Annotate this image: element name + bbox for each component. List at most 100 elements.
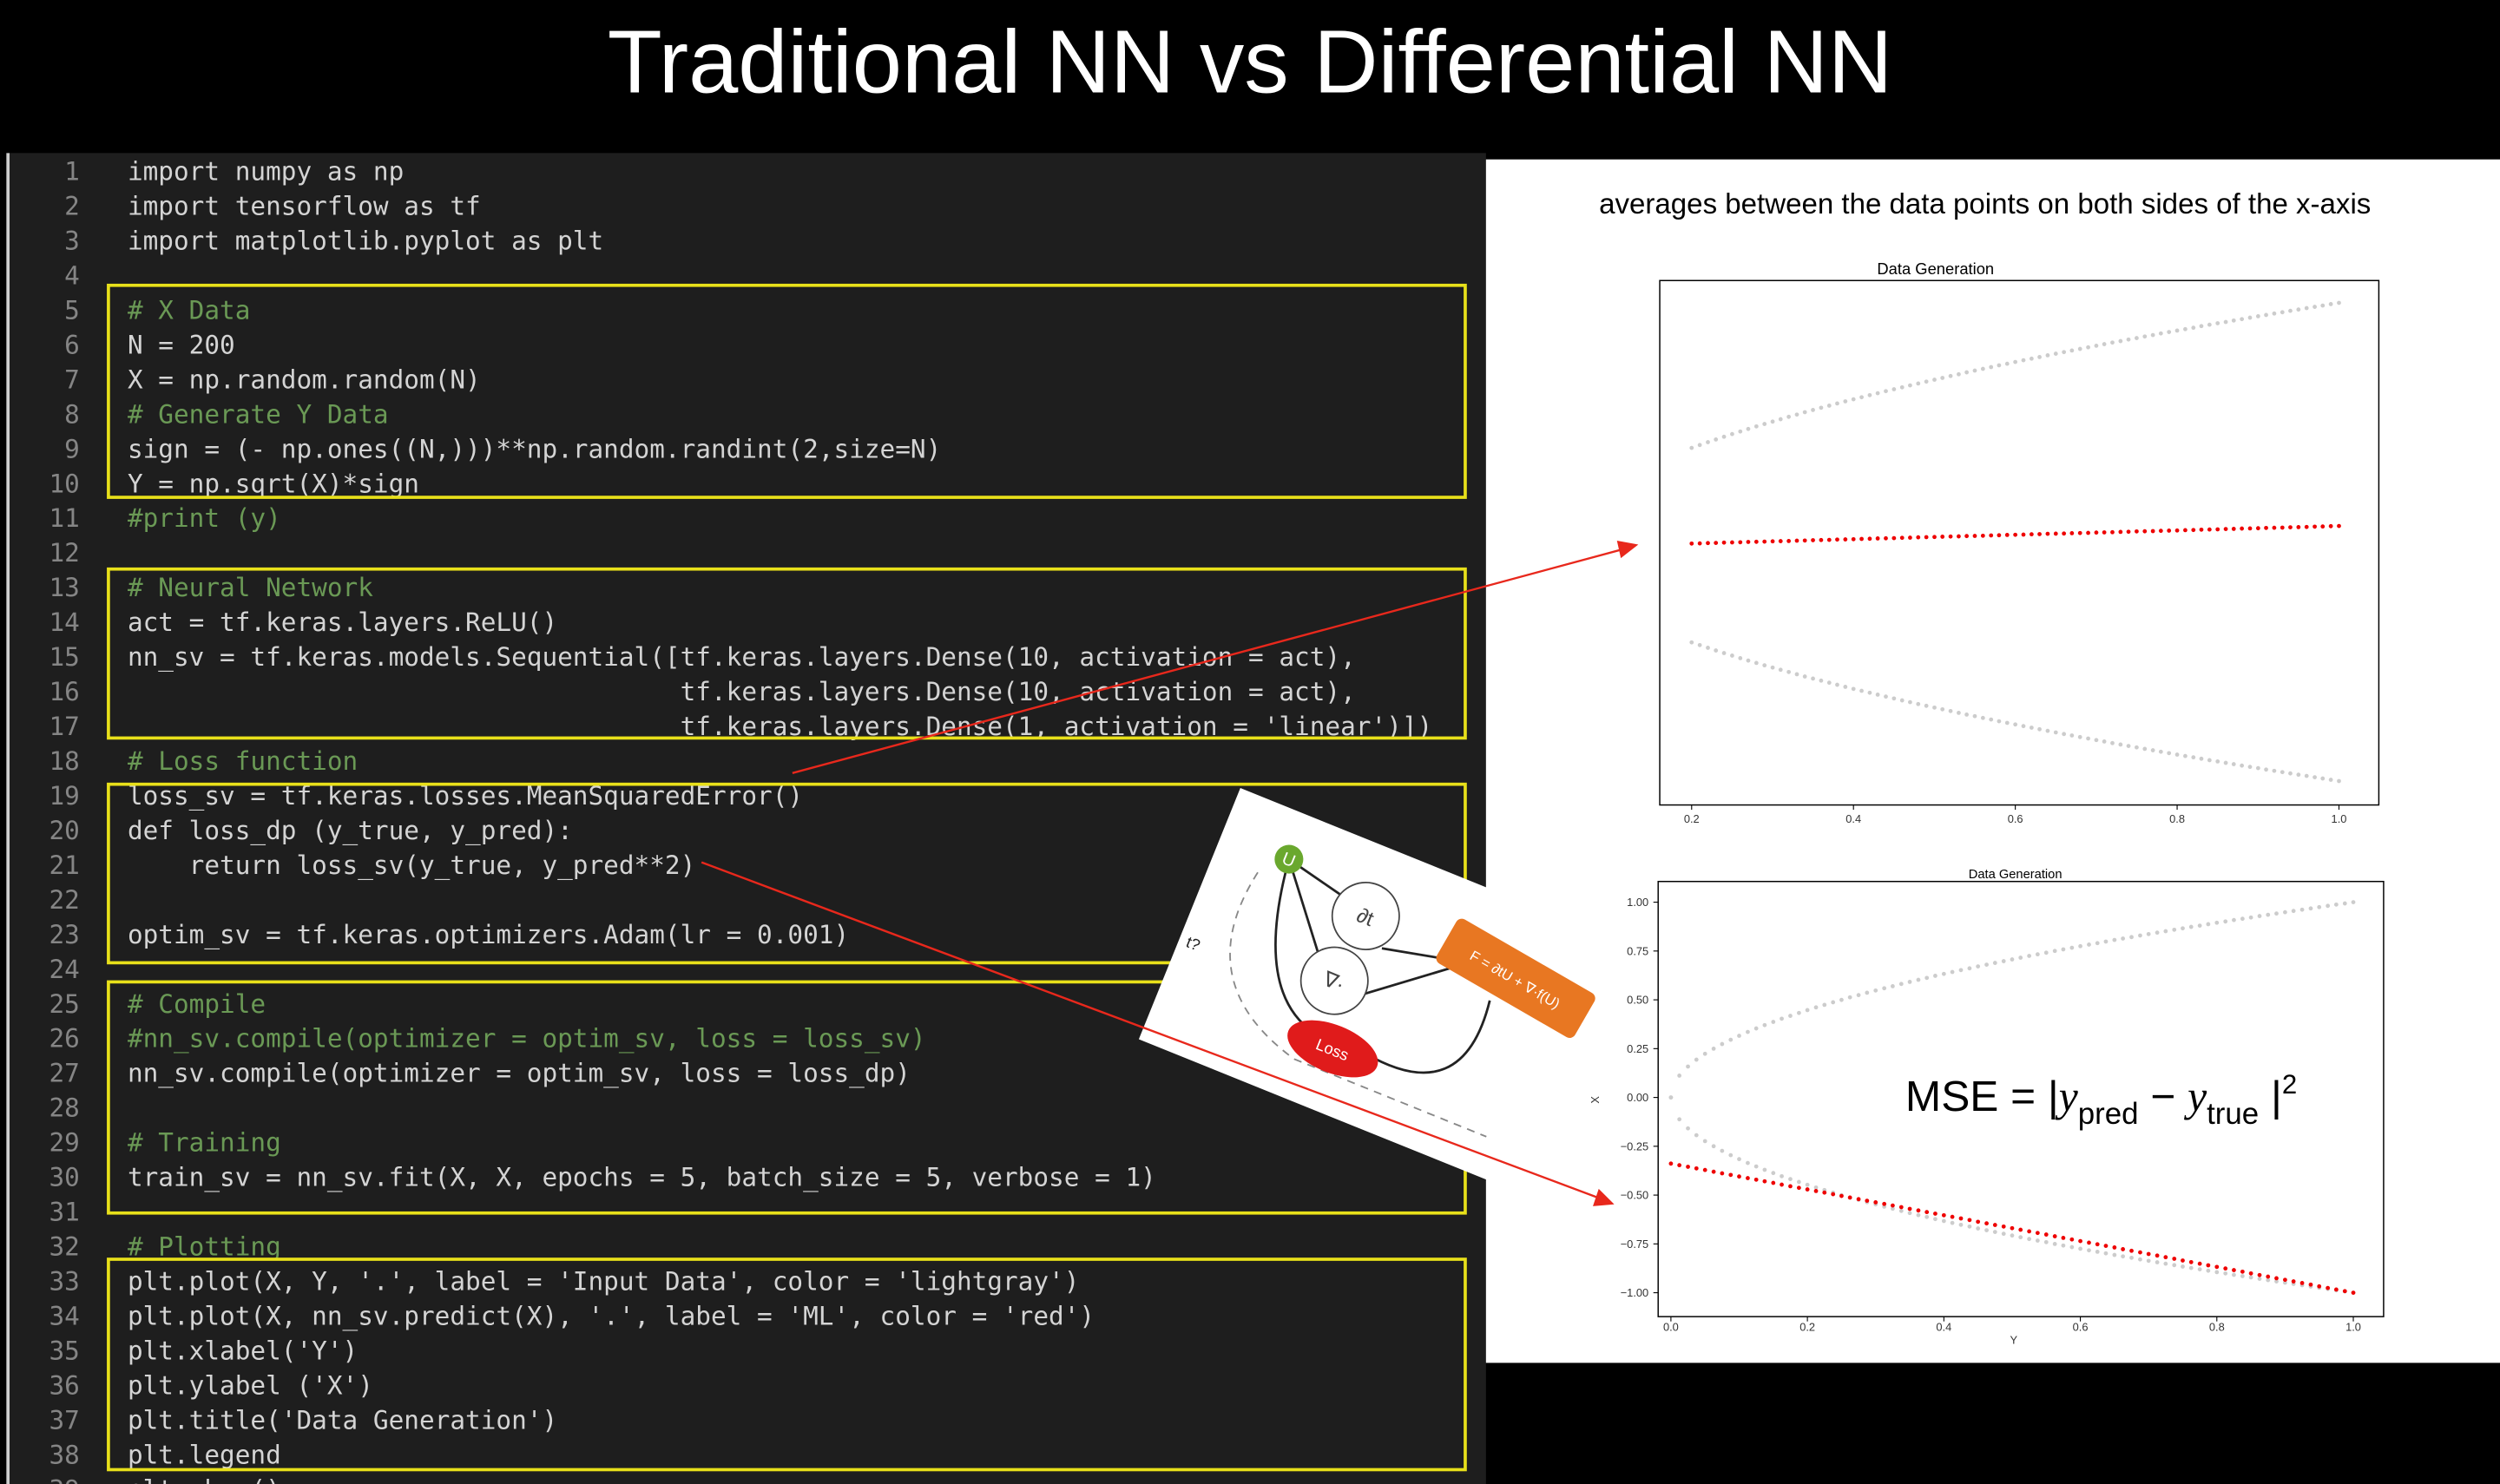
line-number: 14 (49, 607, 79, 637)
scatter-dot (2207, 322, 2212, 327)
scatter-dot (1932, 705, 1937, 710)
scatter-dot (1967, 966, 1972, 971)
scatter-dot (1875, 693, 1880, 697)
scatter-dot (1976, 1219, 1981, 1225)
scatter-dot (1964, 534, 1969, 539)
scatter-dot (2283, 909, 2287, 915)
line-number: 23 (49, 920, 79, 949)
scatter-dot (2043, 1239, 2049, 1244)
scatter-dot (1964, 712, 1969, 717)
scatter-dot (2312, 775, 2317, 779)
scatter-dot (2274, 1276, 2279, 1281)
scatter-dot (1958, 968, 1964, 973)
scatter-dot (2110, 740, 2115, 745)
scatter-dot (1794, 672, 1799, 677)
scatter-dot (1997, 363, 2002, 368)
formula-part: MSE = | (1905, 1072, 2059, 1120)
scatter-dot (2308, 906, 2313, 911)
scatter-dot (1980, 533, 1985, 538)
line-number: 18 (49, 746, 79, 776)
line-number: 29 (49, 1128, 79, 1158)
scatter-dot (1932, 378, 1937, 382)
scatter-dot (2103, 1244, 2109, 1248)
scatter-dot (2045, 531, 2050, 536)
scatter-dot (2231, 527, 2236, 531)
scatter-dot (2001, 1231, 2006, 1237)
scatter-dot (1898, 1208, 1904, 1213)
scatter-dot (2110, 529, 2115, 535)
arrow (701, 861, 1602, 1200)
scatter-dot (2272, 525, 2277, 530)
scatter-dot (1992, 1223, 1997, 1227)
node (1274, 844, 1304, 874)
loss-node (1287, 1020, 1378, 1078)
scatter-dot (1706, 440, 1710, 444)
line-number: 10 (49, 469, 79, 498)
scatter-dot (1711, 1169, 1716, 1174)
scatter-dot (1770, 419, 1775, 424)
scatter-dot (1778, 667, 1783, 673)
scatter-dot (2240, 317, 2245, 322)
scatter-dot (2240, 916, 2245, 922)
scatter-dot (1826, 537, 1832, 542)
scatter-dot (2037, 355, 2042, 359)
line-number: 11 (49, 503, 79, 533)
scatter-dot (1771, 1180, 1776, 1185)
scatter-dot (2167, 330, 2172, 334)
scatter-dot (2077, 346, 2082, 351)
scatter-dot (2240, 1274, 2245, 1278)
scatter-dot (2248, 915, 2253, 920)
scatter-dot (1788, 1014, 1793, 1018)
scatter-dot (2013, 722, 2018, 727)
line-number: 2 (64, 192, 80, 221)
scatter-dot (1728, 1152, 1734, 1158)
scatter-dot (1884, 694, 1888, 699)
scatter-dot (1843, 537, 1848, 542)
scatter-dot (1694, 1133, 1699, 1138)
scatter-dot (2053, 730, 2058, 735)
scatter-dot (1738, 540, 1743, 545)
scatter-dot (1811, 408, 1815, 412)
scatter-dot (2001, 959, 2006, 963)
scatter-dot (1677, 1163, 1682, 1168)
scatter-dot (1890, 1203, 1895, 1208)
scatter-dot (2232, 917, 2236, 923)
code-line: return loss_sv(y_true, y_pred**2) (128, 850, 695, 881)
scatter-dot (2163, 1255, 2168, 1260)
scatter-dot (2035, 1231, 2040, 1236)
scatter-dot (1686, 1126, 1690, 1131)
y-tick-label: 0.75 (1627, 944, 1648, 957)
scatter-dot (1941, 971, 1946, 976)
scatter-dot (2333, 902, 2339, 907)
scatter-dot (1972, 368, 1977, 373)
code-line: plt.legend (128, 1440, 281, 1469)
scatter-dot (1907, 1206, 1912, 1211)
scatter-dot (2004, 720, 2010, 726)
scatter-dot (2255, 314, 2260, 318)
scatter-dot (1859, 395, 1864, 400)
scatter-dot (2029, 726, 2034, 730)
scatter-dot (2337, 523, 2341, 529)
line-number: 30 (49, 1163, 79, 1192)
code-line: nn_sv = tf.keras.models.Sequential([tf.k… (128, 642, 1356, 673)
scatter-dot (2247, 765, 2253, 770)
scatter-dot (2223, 1266, 2228, 1271)
scatter-dot (1753, 539, 1759, 544)
scatter-dot (1711, 1047, 1716, 1051)
scatter-dot (2280, 310, 2285, 315)
line-number: 4 (64, 260, 80, 290)
scatter-dot (2118, 529, 2123, 535)
scatter-dot (2291, 1279, 2296, 1284)
code-line: # Training (128, 1128, 281, 1158)
scatter-dot (1924, 975, 1930, 981)
code-line: Y = np.sqrt(X)*sign (128, 469, 419, 498)
scatter-dot (1831, 1192, 1836, 1197)
scatter-dot (1728, 1037, 1734, 1042)
scatter-dot (1916, 535, 1921, 540)
scatter-dot (1714, 541, 1719, 545)
scatter-dot (2069, 945, 2075, 950)
scatter-dot (2078, 1238, 2082, 1244)
scatter-dot (1780, 1182, 1784, 1187)
scatter-dot (2069, 733, 2075, 738)
scatter-dot (2095, 1250, 2100, 1254)
